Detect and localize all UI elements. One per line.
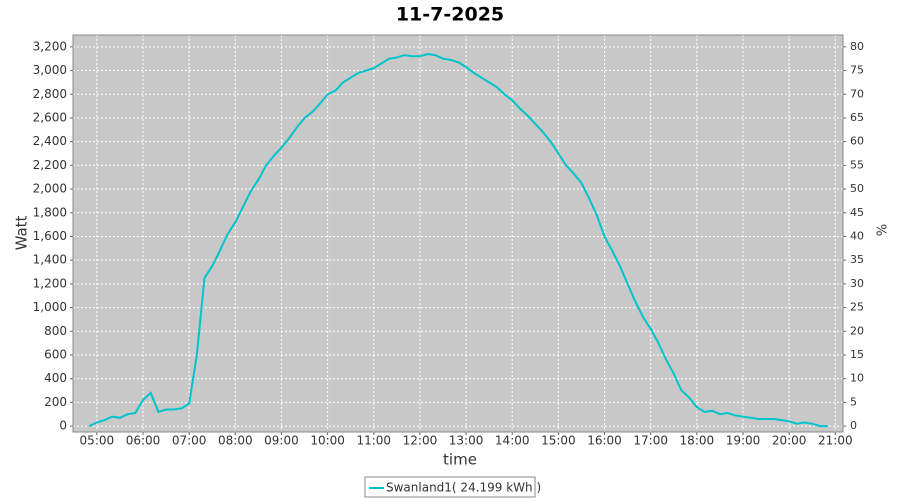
y2-tick-label: 0 — [850, 419, 857, 432]
y2-tick-label: 10 — [850, 372, 864, 385]
y2-tick-label: 25 — [850, 301, 864, 314]
y-tick-label: 1,200 — [33, 276, 67, 290]
y-tick-label: 1,400 — [33, 253, 67, 267]
x-tick-label: 15:00 — [541, 434, 576, 448]
x-tick-label: 17:00 — [633, 434, 668, 448]
x-tick-label: 06:00 — [126, 434, 161, 448]
x-tick-label: 14:00 — [495, 434, 530, 448]
x-tick-label: 20:00 — [772, 434, 807, 448]
x-tick-label: 19:00 — [726, 434, 761, 448]
plot-area — [73, 35, 843, 432]
x-tick-label: 08:00 — [218, 434, 253, 448]
x-tick-label: 21:00 — [818, 434, 853, 448]
y-tick-label: 2,800 — [33, 87, 67, 101]
y2-tick-label: 40 — [850, 229, 864, 242]
y2-tick-label: 30 — [850, 277, 864, 290]
x-tick-label: 09:00 — [264, 434, 299, 448]
y-tick-label: 3,200 — [33, 39, 67, 53]
y-tick-label: 2,600 — [33, 110, 67, 124]
legend — [364, 476, 536, 498]
x-tick-label: 07:00 — [172, 434, 207, 448]
y2-axis-label: % — [873, 224, 888, 236]
y-tick-label: 200 — [44, 395, 67, 409]
x-tick-label: 05:00 — [80, 434, 115, 448]
x-tick-label: 16:00 — [587, 434, 622, 448]
y-tick-label: 1,600 — [33, 229, 67, 243]
y-tick-label: 2,200 — [33, 158, 67, 172]
y2-tick-label: 80 — [850, 40, 864, 53]
x-tick-label: 10:00 — [310, 434, 345, 448]
chart-title: 11-7-2025 — [396, 4, 504, 26]
y2-tick-label: 35 — [850, 253, 864, 266]
y-axis-label: Watt — [13, 215, 31, 250]
y-tick-label: 400 — [44, 371, 67, 385]
x-axis-label: time — [443, 451, 477, 469]
y-tick-label: 800 — [44, 324, 67, 338]
y2-tick-label: 50 — [850, 182, 864, 195]
y-tick-label: 1,000 — [33, 300, 67, 314]
data-line — [88, 52, 828, 428]
y2-tick-label: 60 — [850, 135, 864, 148]
y2-tick-label: 20 — [850, 324, 864, 337]
y-tick-label: 3,000 — [33, 63, 67, 77]
x-tick-label: 13:00 — [449, 434, 484, 448]
y2-tick-label: 45 — [850, 206, 864, 219]
y-tick-label: 2,000 — [33, 182, 67, 196]
y-tick-label: 2,400 — [33, 134, 67, 148]
y2-tick-label: 65 — [850, 111, 864, 124]
x-tick-label: 18:00 — [680, 434, 715, 448]
y2-tick-label: 15 — [850, 348, 864, 361]
y2-tick-label: 70 — [850, 87, 864, 100]
y-tick-label: 600 — [44, 347, 67, 361]
y-tick-label: 1,800 — [33, 205, 67, 219]
y-tick-label: 0 — [59, 419, 67, 433]
y2-tick-label: 5 — [850, 395, 857, 408]
x-tick-label: 11:00 — [356, 434, 391, 448]
y2-tick-label: 75 — [850, 64, 864, 77]
y2-tick-label: 55 — [850, 158, 864, 171]
plot-border — [72, 34, 844, 433]
x-tick-label: 12:00 — [403, 434, 438, 448]
legend-label: Swanland1( 24.199 kWh ) — [386, 481, 541, 495]
